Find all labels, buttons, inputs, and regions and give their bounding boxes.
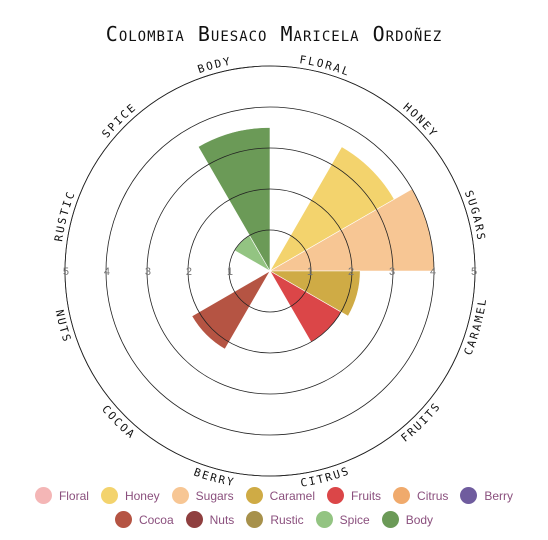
legend-item-rustic[interactable]: Rustic [246,511,304,528]
r-tick-left-5: 5 [63,266,69,278]
legend-label: Citrus [417,488,449,503]
legend-row-2: Cocoa Nuts Rustic Spice Body [0,511,548,528]
legend-swatch [185,511,203,528]
legend-label: Berry [484,488,514,503]
r-tick-left-2: 2 [186,266,192,278]
legend-label: Body [405,512,434,527]
axis-label-caramel: CARAMEL [462,296,490,357]
legend-swatch [381,511,399,528]
legend-label: Sugars [195,488,234,503]
grid-ring-4 [105,106,435,436]
legend-item-cocoa[interactable]: Cocoa [114,511,174,528]
legend-swatch [460,487,478,504]
r-tick-right-3: 3 [389,266,395,278]
legend-swatch [171,487,189,504]
legend-item-caramel[interactable]: Caramel [245,487,316,504]
axis-label-cocoa: COCOA [99,403,138,442]
sector-caramel [268,270,361,317]
legend-label: Nuts [209,512,235,527]
axis-label-floral: FLORAL [299,53,353,79]
r-tick-right-1: 1 [307,266,313,278]
legend-label: Caramel [269,488,316,503]
legend-item-nuts[interactable]: Nuts [185,511,235,528]
axis-label-honey: HONEY [401,100,441,140]
outer-ring [64,65,476,477]
legend-label: Fruits [351,488,382,503]
r-tick-left-1: 1 [227,266,233,278]
chart-title: Colombia Buesaco Maricela Ordoñez [105,22,443,46]
legend-item-floral[interactable]: Floral [34,487,89,504]
legend-swatch [327,487,345,504]
r-tick-right-5: 5 [471,266,477,278]
axis-label-spice: SPICE [99,100,139,140]
axis-label-body: BODY [196,55,233,77]
legend-swatch [245,487,263,504]
legend-label: Floral [58,488,89,503]
legend-label: Honey [124,488,160,503]
legend-swatch [114,511,132,528]
legend-item-spice[interactable]: Spice [315,511,370,528]
legend-label: Cocoa [138,512,174,527]
axis-label-rustic: RUSTIC [52,189,78,243]
r-tick-left-4: 4 [104,266,110,278]
r-tick-left-3: 3 [145,266,151,278]
legend-swatch [393,487,411,504]
legend-item-honey[interactable]: Honey [100,487,160,504]
r-tick-right-2: 2 [348,266,354,278]
legend-item-fruits[interactable]: Fruits [327,487,381,504]
legend-label: Rustic [270,512,304,527]
grid-ring-1 [228,229,312,313]
r-tick-right-4: 4 [430,266,436,278]
axis-label-sugars: SUGARS [462,189,488,243]
axis-label-nuts: NUTS [53,309,74,345]
grid-ring-2 [187,188,353,354]
legend-item-citrus[interactable]: Citrus [393,487,448,504]
legend-item-sugars[interactable]: Sugars [171,487,234,504]
grid-ring-3 [146,147,394,395]
legend-row-1: Floral Honey Sugars Caramel Fruits Citrus Berr… [0,487,548,504]
legend-swatch [246,511,264,528]
legend-swatch [34,487,52,504]
legend-label: Spice [339,512,370,527]
legend-item-berry[interactable]: Berry [460,487,513,504]
legend-swatch [100,487,118,504]
legend-item-body[interactable]: Body [381,511,434,528]
sector-cocoa [191,270,271,350]
legend-swatch [315,511,333,528]
axis-label-fruits: FRUITS [398,399,443,444]
axis-label-berry: BERRY [192,466,236,490]
sector-body [197,127,271,273]
